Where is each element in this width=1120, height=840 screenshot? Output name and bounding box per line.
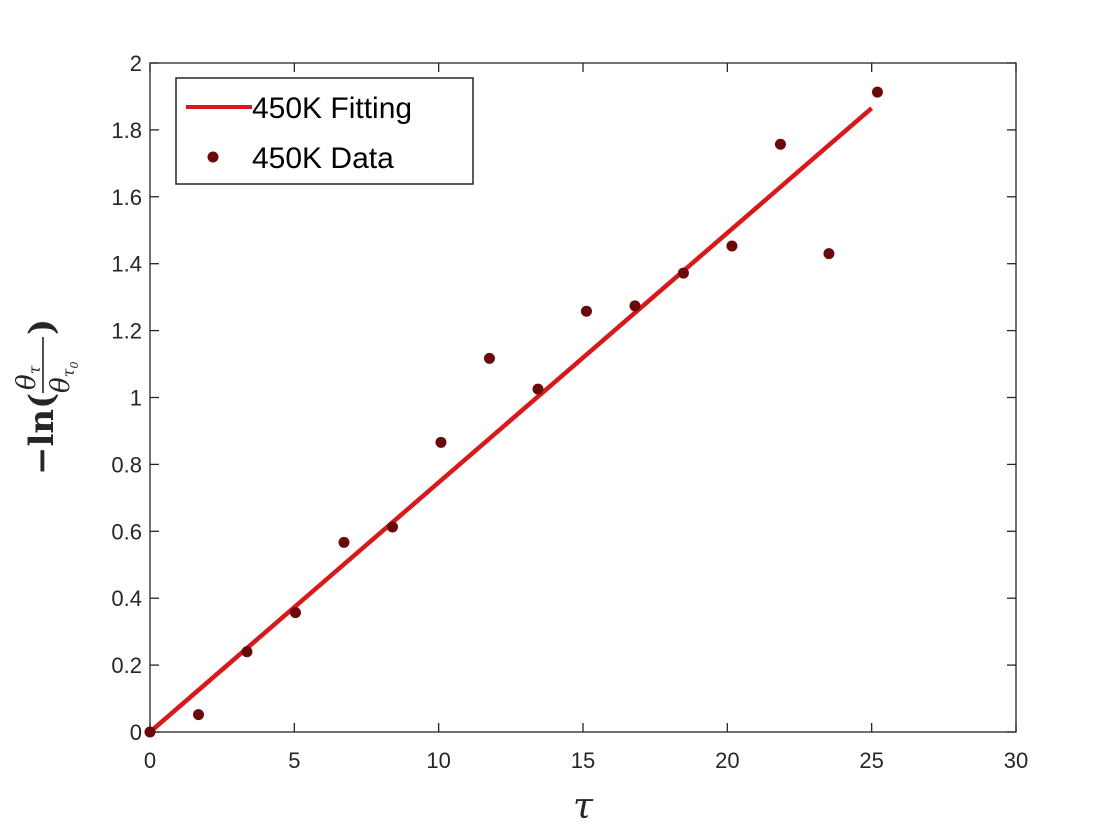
- data-point: [629, 300, 641, 312]
- data-point: [483, 352, 495, 364]
- y-axis-title-denominator: θτ0: [46, 361, 81, 393]
- y-tick-label: 0.8: [111, 452, 142, 477]
- y-axis-ticks: 0 0.2 0.4 0.6 0.8 1 1.2 1.4 1.6 1.8 2: [111, 51, 1016, 745]
- y-tick-label: 1: [130, 386, 142, 411]
- y-axis-title-prefix: −ln(: [22, 393, 62, 475]
- legend-data-swatch: [207, 151, 219, 163]
- legend: 450K Fitting 450K Data: [175, 77, 474, 185]
- x-tick-label: 20: [715, 748, 739, 773]
- y-tick-label: 0.2: [111, 653, 142, 678]
- y-tick-label: 0: [130, 720, 142, 745]
- y-axis-title: −ln( θτ θτ0 ): [12, 319, 81, 475]
- y-tick-label: 0.4: [111, 586, 142, 611]
- y-axis-title-numerator: θτ: [12, 364, 44, 390]
- x-tick-label: 5: [288, 748, 300, 773]
- series-layer: [144, 86, 883, 738]
- data-point: [823, 248, 835, 260]
- y-tick-label: 1.8: [111, 118, 142, 143]
- data-point: [871, 86, 883, 98]
- data-point: [338, 536, 350, 548]
- y-axis-title-suffix: ): [22, 319, 62, 335]
- data-point: [241, 646, 253, 658]
- data-point: [386, 521, 398, 533]
- x-tick-label: 30: [1004, 748, 1028, 773]
- x-tick-label: 25: [859, 748, 883, 773]
- data-point: [726, 240, 738, 252]
- data-point: [289, 607, 301, 619]
- x-tick-label: 10: [426, 748, 450, 773]
- data-point: [677, 267, 689, 279]
- data-point: [580, 305, 592, 317]
- x-tick-label: 0: [144, 748, 156, 773]
- y-tick-label: 1.2: [111, 319, 142, 344]
- data-point: [532, 383, 544, 395]
- data-point: [144, 726, 156, 738]
- fitting-line: [148, 106, 874, 734]
- legend-box: [175, 77, 474, 185]
- data-point: [435, 436, 447, 448]
- y-tick-label: 0.6: [111, 519, 142, 544]
- x-tick-label: 15: [571, 748, 595, 773]
- data-point: [774, 138, 786, 150]
- x-axis-title: τ: [573, 786, 594, 827]
- y-tick-label: 2: [130, 51, 142, 76]
- x-axis-ticks: 0 5 10 15 20 25 30: [144, 63, 1028, 773]
- y-tick-label: 1.6: [111, 185, 142, 210]
- legend-data-label: 450K Data: [252, 142, 394, 175]
- y-tick-label: 1.4: [111, 252, 142, 277]
- data-point: [192, 709, 204, 721]
- legend-fitting-label: 450K Fitting: [252, 92, 412, 125]
